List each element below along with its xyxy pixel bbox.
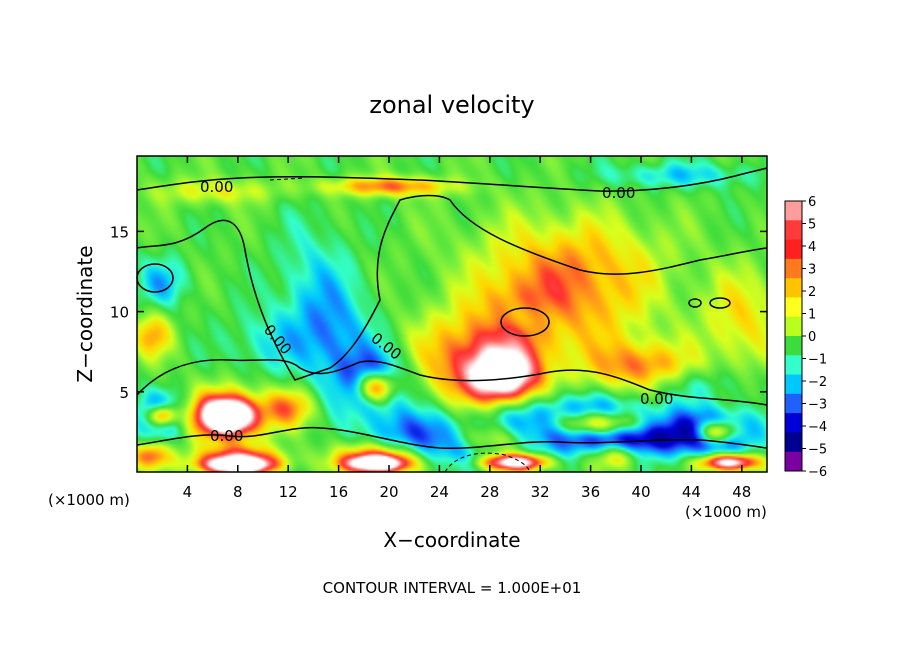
x-unit-left: (×1000 m)	[48, 491, 130, 509]
colorbar-tick-label: −4	[808, 420, 827, 435]
colorbar-swatch	[785, 355, 802, 376]
contour-closed-1	[500, 307, 550, 337]
x-tick-label: 48	[732, 483, 751, 501]
colorbar-tick-label: −3	[808, 398, 827, 413]
contour-line-bottom	[136, 426, 768, 450]
colorbar-tick-label: 6	[808, 195, 816, 210]
plot-frame	[136, 155, 768, 473]
colorbar-tick-label: 1	[808, 308, 816, 323]
colorbar-swatch	[785, 374, 802, 395]
y-ticks: 5 10 15	[110, 223, 767, 402]
colorbar-swatch	[785, 220, 802, 241]
contour-line-middle	[136, 194, 768, 381]
contour-closed-3	[709, 297, 731, 309]
x-tick-label: 32	[531, 483, 550, 501]
x-tick-label: 36	[581, 483, 600, 501]
colorbar-swatch	[785, 336, 802, 356]
chart-title: zonal velocity	[369, 91, 534, 119]
contour-dashed-2	[269, 177, 306, 181]
x-tick-label: 8	[233, 483, 243, 501]
x-tick-label: 40	[631, 483, 650, 501]
contour-label: 0.00	[210, 427, 243, 445]
colorbar-tick-label: −5	[808, 443, 827, 458]
y-tick-label: 15	[110, 223, 129, 241]
colorbar-swatch	[785, 393, 802, 414]
colorbar-swatch	[785, 297, 802, 318]
colorbar-swatch	[785, 258, 802, 279]
colorbar-swatch	[785, 316, 802, 337]
x-tick-label: 28	[480, 483, 499, 501]
contour-line-upper	[136, 167, 768, 192]
x-tick-label: 16	[329, 483, 348, 501]
contour-dashed	[444, 452, 531, 473]
y-axis-label: Z−coordinate	[73, 245, 97, 382]
colorbar-tick-label: 2	[808, 285, 816, 300]
y-tick-label: 10	[110, 304, 129, 322]
colorbar-tick-label: −1	[808, 353, 827, 368]
x-axis-label: X−coordinate	[383, 528, 520, 552]
colorbar: 6 5 4 3 2 1 0 −1 −2 −3 −4 −5 −6	[784, 195, 827, 480]
colorbar-tick-label: −6	[808, 465, 827, 480]
x-tick-label: 24	[430, 483, 449, 501]
contour-interval-note: CONTOUR INTERVAL = 1.000E+01	[323, 579, 582, 597]
x-tick-label: 12	[279, 483, 298, 501]
x-tick-label: 4	[183, 483, 193, 501]
colorbar-swatch	[785, 278, 802, 298]
zero-contour-lines	[136, 167, 768, 473]
colorbar-swatch	[785, 413, 802, 433]
colorbar-tick-label: 5	[808, 218, 816, 233]
colorbar-swatch	[785, 201, 802, 221]
colorbar-tick-label: 0	[808, 330, 816, 345]
contour-label: 0.00	[640, 390, 673, 408]
colorbar-swatch	[785, 432, 802, 453]
x-unit-right: (×1000 m)	[685, 503, 767, 521]
y-tick-label: 5	[119, 384, 129, 402]
colorbar-tick-label: −2	[808, 375, 827, 390]
colorbar-tick-label: 3	[808, 263, 816, 278]
x-ticks: 4 8 12 16 20 24 28 32 36 40 44 48	[183, 156, 751, 501]
colorbar-swatch	[785, 451, 802, 472]
heatmap-field	[137, 156, 767, 472]
x-tick-label: 44	[682, 483, 701, 501]
colorbar-tick-label: 4	[808, 240, 816, 255]
colorbar-swatch	[785, 239, 802, 260]
contour-closed-4	[688, 298, 702, 308]
contour-line-lower	[136, 359, 768, 406]
contour-label: 0.00	[602, 184, 635, 202]
plot-area: 0.00 0.00 0.00 0.00 0.00 0.00 4 8 12 16 20 24…	[110, 155, 768, 501]
x-tick-label: 20	[379, 483, 398, 501]
contour-label: 0.00	[200, 178, 233, 196]
